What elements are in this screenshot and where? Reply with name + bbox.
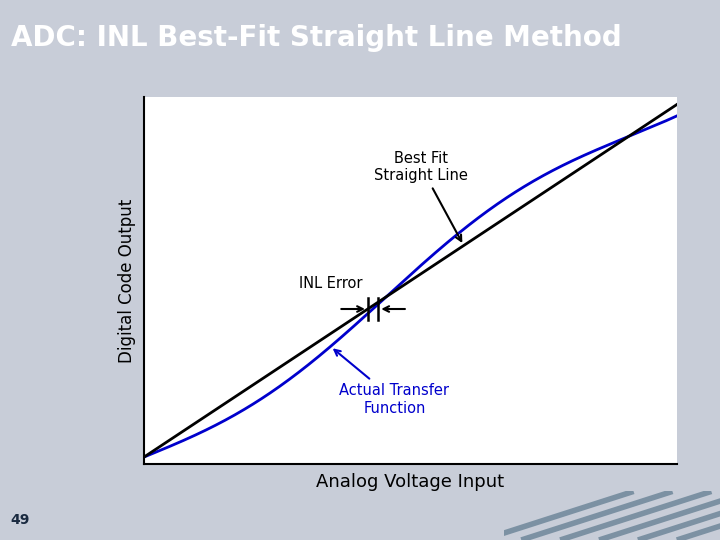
Y-axis label: Digital Code Output: Digital Code Output [117,199,135,363]
Text: Best Fit
Straight Line: Best Fit Straight Line [374,151,468,241]
Text: Actual Transfer
Function: Actual Transfer Function [334,350,449,416]
Text: ADC: INL Best-Fit Straight Line Method: ADC: INL Best-Fit Straight Line Method [11,24,621,52]
X-axis label: Analog Voltage Input: Analog Voltage Input [316,472,505,491]
Text: INL Error: INL Error [299,275,362,291]
Text: 49: 49 [11,512,30,526]
